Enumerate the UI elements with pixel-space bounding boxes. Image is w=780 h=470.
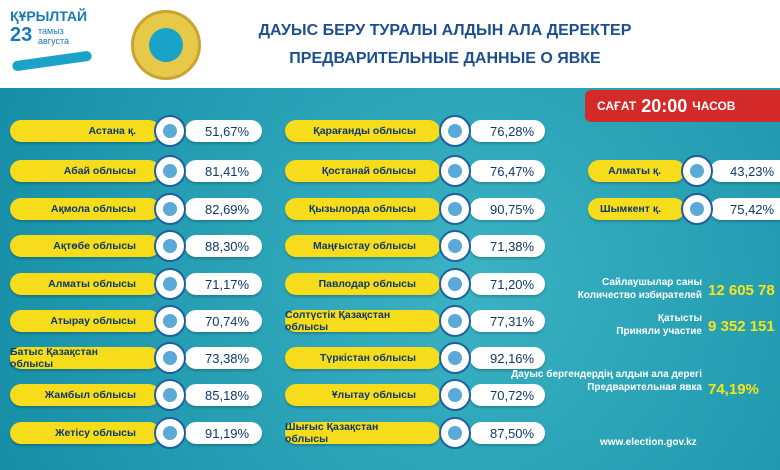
region-name: Ақтөбе облысы [10, 235, 160, 257]
region-name: Атырау облысы [10, 310, 160, 332]
region-value: 43,23% [710, 160, 780, 182]
region-emblem [439, 115, 471, 147]
badge-text: ЧАСОВ [692, 99, 736, 113]
region-value: 85,18% [185, 384, 262, 406]
logo-month: тамыз [38, 26, 64, 36]
region-name: Шымкент қ. [588, 198, 685, 220]
region-emblem [439, 342, 471, 374]
region-name: Жетісу облысы [10, 422, 160, 444]
stat-text: Дауыс бергендердің алдын ала дерегі [511, 369, 702, 380]
stat-text: Қатысты [657, 313, 702, 324]
region-emblem [439, 379, 471, 411]
logo-day: 23 [10, 24, 33, 46]
region-name: Қарағанды облысы [285, 120, 440, 142]
region-emblem [154, 417, 186, 449]
title: ДАУЫС БЕРУ ТУРАЛЫ АЛДЫН АЛА ДЕРЕКТЕР [258, 22, 632, 39]
region-value: 70,74% [185, 310, 262, 332]
region-value: 71,38% [470, 235, 545, 257]
region-name: Ақмола облысы [10, 198, 160, 220]
region-name: Ұлытау облысы [285, 384, 440, 406]
region-value: 76,47% [470, 160, 545, 182]
website: www.election.gov.kz [600, 437, 697, 448]
region-value: 71,17% [185, 273, 262, 295]
stat-value: 74,19% [708, 381, 759, 398]
emblem [131, 10, 201, 80]
region-name: Батыс Қазақстан облысы [10, 346, 160, 370]
region-value: 75,42% [710, 198, 780, 220]
region-value: 90,75% [470, 198, 545, 220]
region-emblem [439, 155, 471, 187]
region-name: Қызылорда облысы [285, 198, 440, 220]
region-emblem [154, 230, 186, 262]
region-emblem [154, 193, 186, 225]
region-emblem [154, 155, 186, 187]
flag-ribbon [11, 50, 93, 72]
region-value: 88,30% [185, 235, 262, 257]
region-name: Түркістан облысы [285, 347, 440, 369]
region-emblem [439, 417, 471, 449]
region-emblem [439, 305, 471, 337]
region-emblem [154, 115, 186, 147]
region-value: 71,20% [470, 273, 545, 295]
region-name: Маңғыстау облысы [285, 235, 440, 257]
stat-value: 9 352 151 [708, 318, 775, 335]
region-emblem [154, 342, 186, 374]
region-name: Павлодар облысы [285, 273, 440, 295]
stat-label: Дауыс бергендердің алдын ала дерегі Предв… [502, 368, 702, 394]
region-value: 87,50% [470, 422, 545, 444]
region-value: 77,31% [470, 310, 545, 332]
logo-month: августа [38, 36, 69, 46]
region-name: Жамбыл облысы [10, 384, 160, 406]
stat-text: Приняли участие [616, 326, 702, 337]
stat-label: Қатысты Приняли участие [502, 312, 702, 338]
region-name: Қостанай облысы [285, 160, 440, 182]
region-name: Солтүстік Қазақстан облысы [285, 309, 440, 333]
region-value: 81,41% [185, 160, 262, 182]
stat-text: Сайлаушылар саны [601, 277, 702, 288]
region-name: Алматы облысы [10, 273, 160, 295]
region-name: Абай облысы [10, 160, 160, 182]
stat-value: 12 605 78 [708, 282, 775, 299]
region-emblem [681, 193, 713, 225]
region-emblem [439, 230, 471, 262]
region-value: 70,72% [470, 384, 545, 406]
region-value: 76,28% [470, 120, 545, 142]
stat-text: Количество избирателей [577, 290, 702, 301]
stat-label: Сайлаушылар саны Количество избирателей [502, 276, 702, 302]
region-value: 51,67% [185, 120, 262, 142]
region-value: 92,16% [470, 347, 545, 369]
subtitle: ПРЕДВАРИТЕЛЬНЫЕ ДАННЫЕ О ЯВКЕ [289, 50, 601, 67]
region-value: 91,19% [185, 422, 262, 444]
region-value: 73,38% [185, 347, 262, 369]
region-emblem [439, 193, 471, 225]
region-name: Шығыс Қазақстан облысы [285, 421, 440, 445]
region-name: Алматы қ. [588, 160, 685, 182]
badge-text: САҒАТ [597, 99, 637, 113]
logo-word: ҚҰРЫЛТАЙ [10, 8, 88, 24]
stat-text: Предварительная явка [587, 382, 702, 393]
region-emblem [154, 305, 186, 337]
region-value: 82,69% [185, 198, 262, 220]
region-emblem [439, 268, 471, 300]
region-emblem [154, 268, 186, 300]
logo: ҚҰРЫЛТАЙ 23 тамыз августа [10, 6, 105, 76]
time-badge: САҒАТ 20:00 ЧАСОВ [585, 90, 780, 122]
region-name: Астана қ. [10, 120, 160, 142]
region-emblem [681, 155, 713, 187]
region-emblem [154, 379, 186, 411]
badge-time: 20:00 [641, 95, 688, 116]
